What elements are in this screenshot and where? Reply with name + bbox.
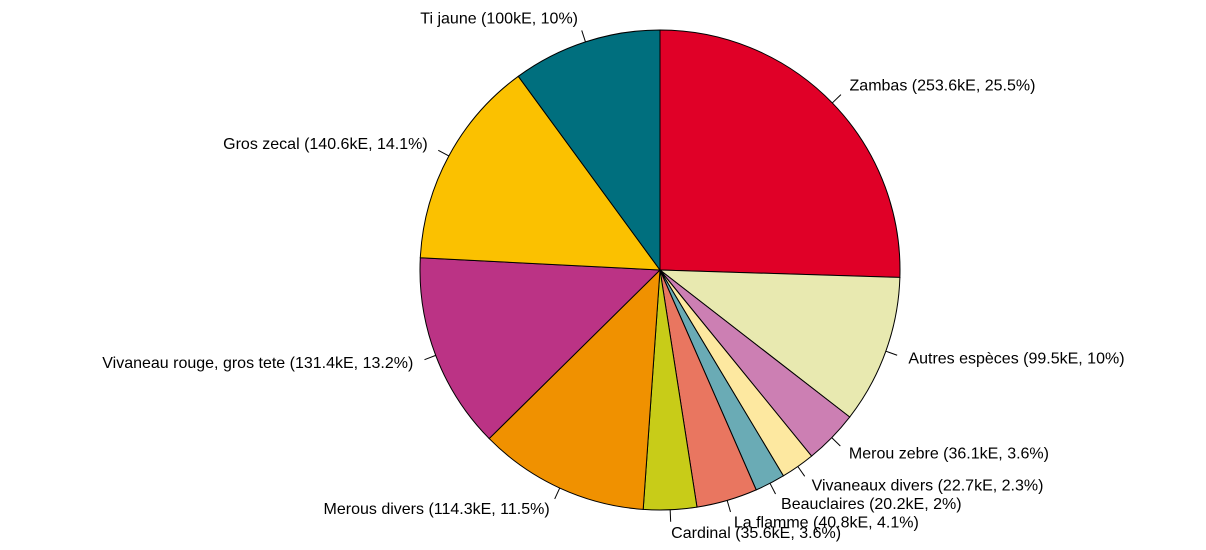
label-leader (424, 354, 436, 361)
slice-label: Autres espèces (99.5kE, 10%) (908, 351, 1124, 368)
pie-slice (488, 268, 661, 510)
label-leader (726, 500, 731, 513)
slice-label: Cardinal (35.6kE, 3.6%) (671, 525, 841, 542)
slice-label: Gros zecal (140.6kE, 14.1%) (223, 136, 428, 153)
slice-label: Beauclaires (20.2kE, 2%) (781, 496, 962, 513)
label-leader (438, 149, 450, 157)
label-leader (797, 466, 806, 477)
label-leader (769, 483, 776, 495)
label-leader (885, 350, 898, 356)
pie-slice (419, 75, 662, 271)
label-leader (554, 487, 561, 500)
slice-label: Zambas (253.6kE, 25.5%) (850, 77, 1036, 94)
slice-label: Ti jaune (100kE, 10%) (420, 10, 578, 27)
label-leader (831, 94, 842, 104)
pie-slice (517, 29, 661, 272)
pie-slice (419, 257, 662, 440)
slice-label: Vivaneaux divers (22.7kE, 2.3%) (812, 477, 1044, 494)
pie-slice (658, 269, 901, 418)
pie-slice (659, 29, 901, 278)
label-leader (581, 30, 586, 43)
slice-label: Merou zebre (36.1kE, 3.6%) (849, 446, 1049, 463)
slice-label: Vivaneau rouge, gros tete (131.4kE, 13.2… (102, 355, 413, 372)
label-leader (669, 509, 672, 522)
label-leader (831, 437, 841, 447)
slice-label: Merous divers (114.3kE, 11.5%) (324, 501, 550, 518)
slice-label: La flamme (40.8kE, 4.1%) (734, 515, 919, 532)
